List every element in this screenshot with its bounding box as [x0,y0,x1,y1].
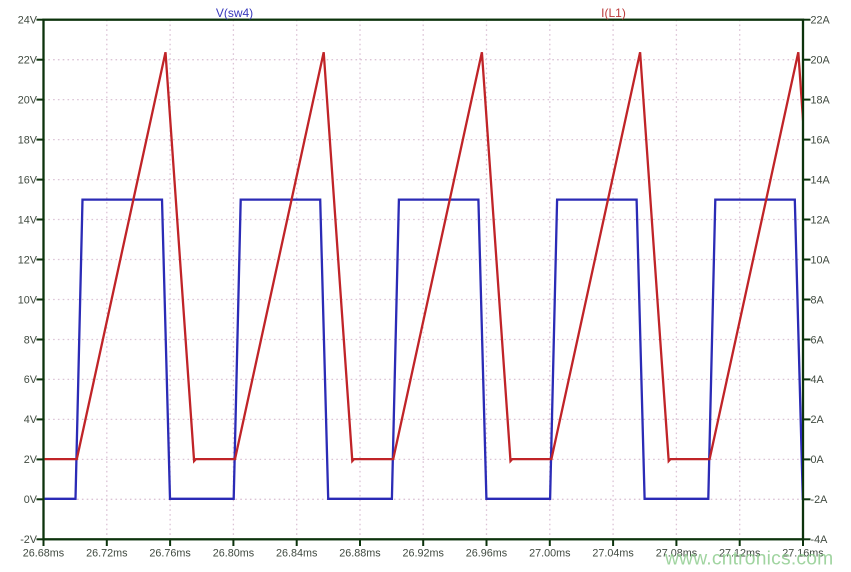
svg-text:27.04ms: 27.04ms [592,548,634,560]
svg-text:16A: 16A [811,134,831,146]
svg-text:26.80ms: 26.80ms [213,548,255,560]
svg-text:22A: 22A [811,15,831,27]
svg-text:27.16ms: 27.16ms [782,548,824,560]
svg-text:26.84ms: 26.84ms [276,548,318,560]
svg-text:2A: 2A [811,414,825,426]
svg-text:V(sw4): V(sw4) [216,6,253,20]
svg-text:0V: 0V [24,494,38,506]
svg-text:26.88ms: 26.88ms [339,548,381,560]
svg-text:12V: 12V [18,254,38,266]
svg-text:www.cntronics.com: www.cntronics.com [664,549,833,570]
svg-text:27.12ms: 27.12ms [719,548,761,560]
svg-text:10V: 10V [18,294,38,306]
svg-text:26.92ms: 26.92ms [402,548,444,560]
svg-text:27.08ms: 27.08ms [656,548,698,560]
svg-text:26.96ms: 26.96ms [466,548,508,560]
svg-text:4V: 4V [24,414,38,426]
svg-text:27.00ms: 27.00ms [529,548,571,560]
svg-text:26.72ms: 26.72ms [86,548,128,560]
svg-text:12A: 12A [811,214,831,226]
svg-text:22V: 22V [18,55,38,67]
svg-text:-2V: -2V [20,534,38,546]
svg-text:18V: 18V [18,134,38,146]
svg-text:18A: 18A [811,94,831,106]
svg-text:6A: 6A [811,334,825,346]
svg-text:0A: 0A [811,454,825,466]
svg-text:26.68ms: 26.68ms [23,548,65,560]
svg-text:14A: 14A [811,174,831,186]
svg-text:20A: 20A [811,55,831,67]
svg-text:I(L1): I(L1) [601,6,626,20]
svg-text:2V: 2V [24,454,38,466]
svg-text:8A: 8A [811,294,825,306]
svg-text:26.76ms: 26.76ms [149,548,191,560]
svg-text:10A: 10A [811,254,831,266]
svg-text:24V: 24V [18,15,38,27]
svg-text:16V: 16V [18,174,38,186]
svg-text:8V: 8V [24,334,38,346]
svg-text:-4A: -4A [811,534,829,546]
svg-text:20V: 20V [18,94,38,106]
svg-text:-2A: -2A [811,494,829,506]
svg-text:6V: 6V [24,374,38,386]
svg-text:14V: 14V [18,214,38,226]
svg-text:4A: 4A [811,374,825,386]
